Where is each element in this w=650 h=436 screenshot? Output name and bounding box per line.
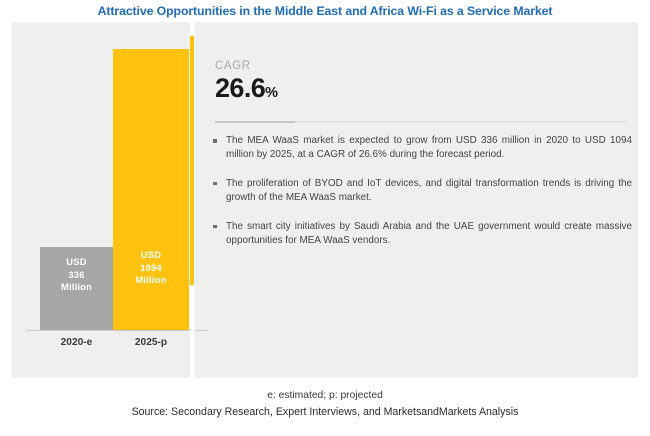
footer-source: Source: Secondary Research, Expert Inter… bbox=[131, 406, 519, 418]
axis-baseline bbox=[26, 330, 208, 331]
list-item-text: The MEA WaaS market is expected to grow … bbox=[226, 135, 632, 161]
page-title: Attractive Opportunities in the Middle E… bbox=[97, 4, 553, 18]
bar-2025-amount: 1094 bbox=[140, 261, 162, 273]
cagr-unit: % bbox=[265, 85, 279, 101]
list-item: The smart city initiatives by Saudi Arab… bbox=[212, 220, 632, 249]
bar-2020-amount: 336 bbox=[68, 268, 85, 280]
footer: e: estimated; p: projected Source: Secon… bbox=[0, 388, 650, 420]
cagr-label: CAGR bbox=[215, 60, 251, 72]
bar-2020-currency: USD bbox=[66, 256, 87, 267]
bullet-square-icon bbox=[213, 224, 217, 229]
infographic-card: USD 336 Million USD 1094 Million 2020-e … bbox=[12, 22, 638, 378]
cagr-block: CAGR 26.6% bbox=[215, 60, 278, 108]
cagr-number: 26.6 bbox=[215, 73, 266, 103]
list-item: The MEA WaaS market is expected to grow … bbox=[212, 134, 632, 163]
axis-label-2020: 2020-e bbox=[60, 337, 93, 348]
info-panel: CAGR 26.6% The MEA WaaS market is expect… bbox=[190, 22, 638, 378]
bar-2020: USD 336 Million bbox=[40, 247, 113, 330]
accent-stripe bbox=[190, 36, 194, 285]
bar-chart: USD 336 Million USD 1094 Million 2020-e … bbox=[12, 22, 208, 378]
list-item-text: The proliferation of BYOD and IoT device… bbox=[226, 177, 632, 204]
bullet-square-icon bbox=[213, 181, 217, 186]
chart-panel: USD 336 Million USD 1094 Million 2020-e … bbox=[12, 22, 208, 378]
list-item-text: The smart city initiatives by Saudi Arab… bbox=[226, 220, 632, 247]
axis-label-2025: 2025-p bbox=[134, 337, 168, 348]
footer-note: e: estimated; p: projected bbox=[267, 390, 383, 401]
cagr-value: 26.6% bbox=[215, 73, 278, 108]
section-divider-accent bbox=[215, 121, 295, 123]
bar-2025-currency: USD bbox=[140, 249, 162, 260]
bar-2020-unit: Million bbox=[60, 281, 93, 293]
bullet-list: The MEA WaaS market is expected to grow … bbox=[212, 134, 632, 248]
bar-2025-unit: Million bbox=[135, 274, 167, 286]
list-item: The proliferation of BYOD and IoT device… bbox=[212, 177, 632, 206]
section-divider bbox=[215, 121, 627, 123]
bullet-square-icon bbox=[213, 139, 217, 143]
bar-2025: USD 1094 Million bbox=[113, 49, 189, 330]
